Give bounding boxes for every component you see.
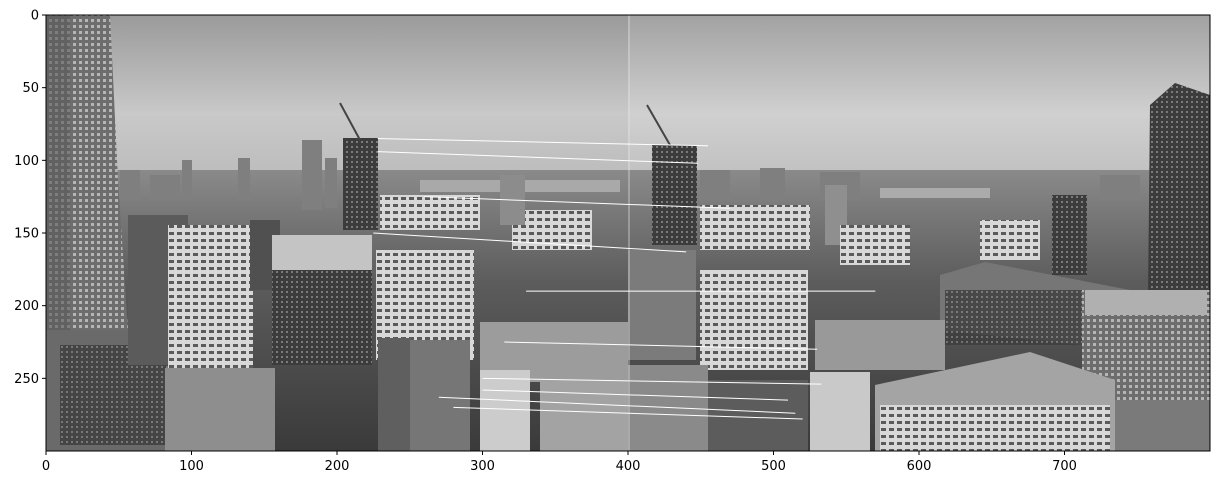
stitched-photo — [46, 15, 1210, 451]
match-line-7 — [453, 406, 803, 420]
right-roof-1 — [815, 320, 945, 370]
building-r1 — [628, 250, 696, 360]
right-roof-3 — [810, 372, 870, 451]
building-b — [168, 225, 253, 375]
building-f — [380, 195, 480, 230]
x-tick-label: 100 — [179, 459, 204, 474]
building-r7 — [1052, 195, 1087, 275]
x-tick-label: 0 — [42, 459, 50, 474]
match-line-0 — [377, 138, 709, 147]
building-r6 — [980, 220, 1040, 260]
roof-3 — [410, 340, 470, 451]
roof-6 — [480, 370, 530, 451]
match-line-8 — [482, 389, 789, 401]
sky-right — [628, 15, 1210, 195]
x-tick-label: 700 — [1052, 459, 1077, 474]
crane-tower-right — [652, 145, 697, 245]
roof-4 — [540, 380, 628, 451]
x-tick-label: 300 — [470, 459, 495, 474]
y-tick-label: 200 — [14, 299, 39, 314]
match-line-5 — [482, 377, 822, 385]
feature-match-lines — [373, 138, 876, 420]
building-r3 — [700, 270, 808, 370]
crane-boom-right — [646, 104, 671, 146]
right-roof-2 — [708, 380, 808, 451]
match-line-1 — [377, 151, 698, 164]
y-tick-label: 100 — [14, 154, 39, 169]
match-line-3 — [373, 232, 687, 253]
y-tick-label: 50 — [22, 81, 39, 96]
right-tower — [1148, 83, 1210, 300]
x-tick-label: 600 — [907, 459, 932, 474]
match-line-2 — [424, 196, 730, 209]
right-roof-5 — [1115, 400, 1210, 451]
right-block-2-roof — [1085, 290, 1207, 315]
match-line-4 — [504, 341, 818, 350]
y-tick-label: 250 — [14, 372, 39, 387]
building-d-roof — [272, 235, 372, 270]
building-r5 — [840, 225, 910, 265]
x-tick-label: 200 — [325, 459, 350, 474]
building-r2 — [700, 205, 810, 250]
x-tick-label: 500 — [761, 459, 786, 474]
y-tick-label: 0 — [31, 9, 39, 24]
roof-2 — [165, 368, 275, 451]
x-tick-label: 400 — [616, 459, 641, 474]
roof-5 — [378, 338, 410, 451]
river-right — [880, 188, 990, 198]
right-block-3-windows — [880, 405, 1110, 451]
x-axis-ticks: 0 100 200 300 400 500 600 700 — [42, 451, 1077, 474]
y-tick-label: 150 — [14, 227, 39, 242]
crane-tower-left — [343, 138, 378, 230]
match-line-6 — [438, 396, 796, 414]
y-axis-ticks: 0 50 100 150 200 250 — [14, 9, 46, 387]
seam-highlight — [628, 15, 630, 451]
crane-boom-left — [339, 102, 361, 141]
